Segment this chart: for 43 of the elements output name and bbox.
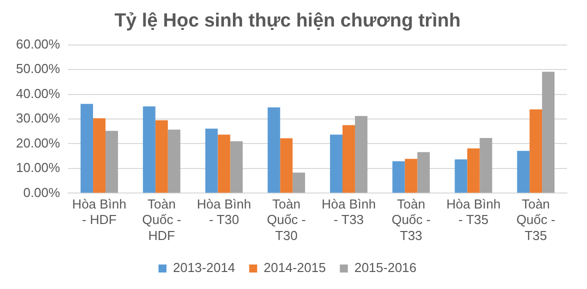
bar [454, 159, 468, 193]
x-tick-label: Toàn Quốc - T33 [392, 196, 431, 243]
y-tick-label: 50.00% [16, 61, 61, 76]
x-tick-label: Hòa Bình - T30 [196, 196, 252, 228]
bar [230, 141, 243, 193]
bar [517, 150, 530, 193]
bar [205, 128, 218, 193]
y-tick-label: 20.00% [16, 135, 61, 150]
bar [142, 106, 156, 193]
bar [480, 138, 492, 193]
bar [106, 130, 118, 193]
bar [155, 120, 168, 193]
legend-label: 2014-2015 [264, 260, 326, 276]
x-tick-label: Hòa Bình - HDF [72, 196, 126, 228]
bar [93, 118, 106, 193]
x-tick-label: Hòa Bình - T33 [322, 196, 376, 228]
bar [330, 134, 342, 193]
bar [404, 158, 418, 193]
bar [467, 148, 480, 193]
y-tick-label: 40.00% [16, 86, 61, 101]
y-tick-label: 0.00% [23, 184, 61, 200]
y-tick-label: 10.00% [16, 160, 61, 176]
bar [218, 134, 230, 193]
bar [280, 138, 293, 193]
bar [268, 107, 280, 193]
x-tick-label: Toàn Quốc - HDF [142, 196, 182, 243]
bar [530, 109, 542, 193]
y-tick-label: 30.00% [16, 110, 61, 126]
chart-title: Tỷ lệ Học sinh thực hiện chương trình [114, 10, 461, 32]
bar [417, 152, 430, 193]
bar [168, 130, 180, 193]
legend-label: 2015-2016 [354, 260, 417, 276]
bar [542, 72, 555, 193]
bar [392, 161, 405, 193]
y-tick-label: 60.00% [16, 36, 61, 52]
bar [292, 172, 306, 193]
bar [342, 125, 355, 193]
legend-label: 2013-2014 [172, 260, 236, 276]
bar [80, 104, 94, 193]
x-tick-label: Toàn Quốc - T35 [516, 196, 556, 243]
bar [354, 116, 368, 193]
x-tick-label: Toàn Quốc - T30 [266, 196, 306, 243]
x-tick-label: Hòa Bình - T35 [446, 196, 501, 228]
